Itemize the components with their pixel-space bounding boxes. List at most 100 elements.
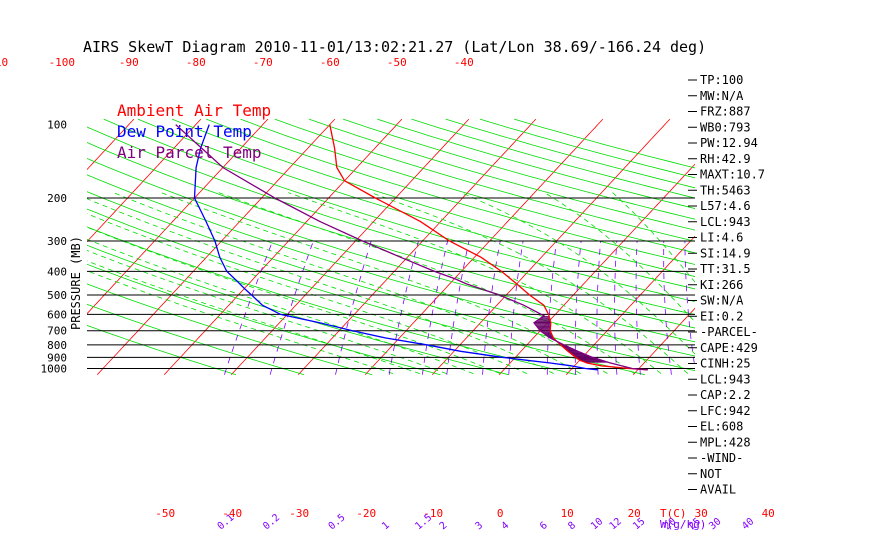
pressure-tick-label: 200 xyxy=(47,192,67,205)
index-value: LCL:943 xyxy=(700,215,751,229)
dry-adiabat-line xyxy=(377,118,695,209)
top-temp-tick-label: -110 xyxy=(0,56,8,69)
bottom-temp-tick-label: 40 xyxy=(762,507,775,520)
index-value: LFC:942 xyxy=(700,404,751,418)
dry-adiabat-line xyxy=(445,118,695,189)
isotherm-line xyxy=(499,163,695,375)
dry-adiabat-line xyxy=(87,303,305,376)
index-value: EL:608 xyxy=(700,420,743,434)
moist-adiabat-line xyxy=(87,260,420,374)
dry-adiabat-line xyxy=(137,118,695,290)
dry-adiabat-line xyxy=(171,118,695,277)
index-value: NOT xyxy=(700,467,722,481)
mixing-ratio-line xyxy=(663,240,672,375)
profile-series xyxy=(175,124,648,371)
dry-adiabat-line xyxy=(87,324,237,376)
bottom-temp-tick-label: -40 xyxy=(222,507,242,520)
index-value: WB0:793 xyxy=(700,120,751,134)
dew-point-temp-line xyxy=(193,124,598,371)
dry-adiabat-line xyxy=(411,118,695,199)
index-value: CAPE:429 xyxy=(700,341,758,355)
top-temp-tick-label: -90 xyxy=(119,56,139,69)
isotherm-line xyxy=(834,119,870,375)
mixing-ratio-tick-label: 1 xyxy=(380,520,392,532)
chart-title: AIRS SkewT Diagram 2010-11-01/13:02:21.2… xyxy=(83,38,706,56)
pressure-tick-label: 600 xyxy=(47,308,67,321)
moist-adiabat-line xyxy=(460,192,695,355)
air-parcel-temp-line xyxy=(175,124,648,371)
pressure-tick-label: 300 xyxy=(47,235,67,248)
mixing-ratio-line xyxy=(546,240,557,375)
index-value: EI:0.2 xyxy=(700,309,743,323)
index-value: PW:12.94 xyxy=(700,136,758,150)
moist-adiabat-line xyxy=(87,238,474,374)
index-value: MPL:428 xyxy=(700,435,751,449)
dry-adiabat-line xyxy=(479,118,695,179)
mixing-ratio-line xyxy=(684,240,695,371)
dry-adiabat-line xyxy=(87,283,373,376)
moist-adiabat-line xyxy=(87,213,528,374)
mixing-ratio-line xyxy=(596,240,601,375)
moist-adiabat-line xyxy=(370,192,689,374)
moist-adiabat-line xyxy=(87,250,447,374)
index-value: RH:42.9 xyxy=(700,152,751,166)
isotherm-line xyxy=(231,118,470,375)
mixing-ratio-tick-label: 4 xyxy=(500,520,512,532)
top-temp-tick-label: -40 xyxy=(454,56,474,69)
index-value: AVAIL xyxy=(700,483,736,497)
x-axis-label: T(C) xyxy=(660,507,687,520)
dry-adiabat-line xyxy=(87,244,509,376)
mixing-ratio-line xyxy=(508,240,524,375)
isotherm-line xyxy=(87,118,269,315)
bottom-temp-tick-label: 0 xyxy=(497,507,504,520)
mixing-ratio-tick-label: 3 xyxy=(473,520,485,532)
mixing-ratio-tick-label: 10 xyxy=(589,516,605,532)
moist-adiabat-line xyxy=(288,192,662,374)
mixing-ratio-tick-label: 0.5 xyxy=(327,512,348,532)
dry-adiabat-line xyxy=(87,126,695,316)
pressure-tick-label: 800 xyxy=(47,339,67,352)
dry-adiabat-line xyxy=(206,118,695,265)
isotherm-line xyxy=(365,118,604,375)
legend-dew-point-temp: Dew Point Temp xyxy=(117,122,252,141)
top-temp-axis: -120-110-100-90-80-70-60-50-40 xyxy=(0,56,474,69)
mixing-ratio-line xyxy=(446,240,470,375)
pressure-tick-label: 700 xyxy=(47,325,67,338)
top-temp-tick-label: -80 xyxy=(186,56,206,69)
pressure-tick-label: 100 xyxy=(47,119,67,132)
isotherm-line xyxy=(767,119,870,375)
index-value: LI:4.6 xyxy=(700,231,743,245)
dry-adiabat-line xyxy=(87,174,695,357)
pressure-tick-label: 1000 xyxy=(41,362,68,375)
top-temp-tick-label: -100 xyxy=(49,56,76,69)
mixing-ratio-tick-label: 40 xyxy=(740,516,756,532)
moist-adiabat-line xyxy=(87,198,554,374)
top-temp-tick-label: -60 xyxy=(320,56,340,69)
bottom-temp-tick-label: 30 xyxy=(695,507,708,520)
bottom-temp-tick-label: -50 xyxy=(155,507,175,520)
mixing-ratio-line xyxy=(269,240,314,375)
y-axis-label: PRESSURE (MB) xyxy=(69,236,83,330)
mixing-ratio-tick-label: 0.2 xyxy=(261,512,282,532)
moist-adiabat-line xyxy=(612,192,695,283)
index-value: SW:N/A xyxy=(700,294,744,308)
mixing-ratio-line xyxy=(635,240,641,375)
mixing-ratio-line xyxy=(482,240,501,375)
index-value: CAP:2.2 xyxy=(700,388,751,402)
pressure-tick-label: 500 xyxy=(47,289,67,302)
legend-air-parcel-temp: Air Parcel Temp xyxy=(117,143,262,162)
index-value: L57:4.6 xyxy=(700,199,751,213)
mixing-ratio-lines xyxy=(224,240,695,375)
index-value: -PARCEL- xyxy=(700,325,758,339)
mixing-ratio-line xyxy=(614,240,618,375)
index-value: CINH:25 xyxy=(700,357,751,371)
dry-adiabat-line xyxy=(87,142,695,329)
pressure-tick-label: 900 xyxy=(47,351,67,364)
index-value: LCL:943 xyxy=(700,372,751,386)
moist-adiabat-line xyxy=(87,226,501,374)
bottom-temp-tick-label: 20 xyxy=(628,507,641,520)
bottom-temp-tick-label: 10 xyxy=(561,507,574,520)
